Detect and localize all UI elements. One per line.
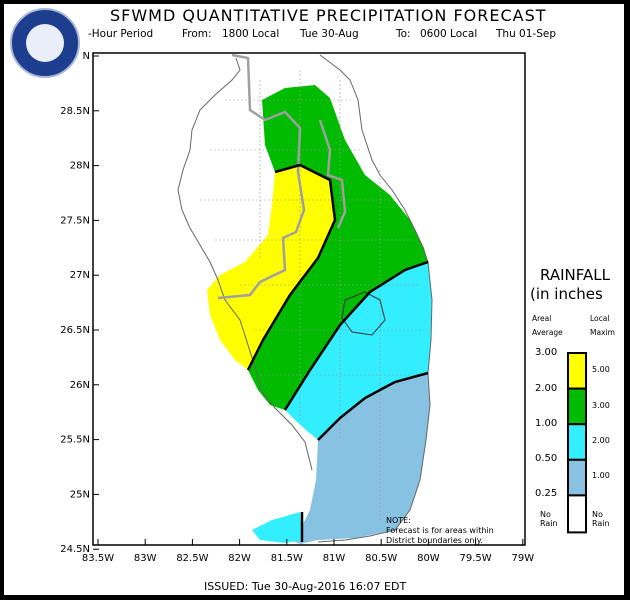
legend-local-value: 1.00 [592,471,610,480]
to-label: To: [396,28,411,40]
legend-swatch [567,458,587,497]
longitude-label: 80W [417,553,440,564]
legend-subtitle: (in inches [530,285,603,303]
seal-map-icon [26,24,64,62]
latitude-label: 26N [70,380,90,391]
legend-swatch [567,494,587,534]
longitude-label: 80.5W [365,553,397,564]
gulf-coast-lower [217,279,313,471]
legend-local-value: 2.00 [592,436,610,445]
region-cyan-keys [252,512,302,543]
to-date: Thu 01-Sep [496,28,557,40]
latitude-label: 27.5N [60,215,90,226]
latitude-label: 27N [70,270,90,281]
legend-swatch [567,387,587,426]
legend-local-value: No Rain [592,510,610,528]
latitude-label: 28.5N [60,106,90,117]
legend-local-value: 3.00 [592,401,610,410]
legend-local-label: Local [590,314,610,323]
legend-areal-label: Areal [532,314,552,323]
county-lines [200,70,428,520]
longitude-label: 81.5W [271,553,303,564]
latitude-labels: N 28.5N 28N 27.5N 27N 26.5N 26N 25.5N 25N 24.5N [60,51,99,555]
note-title: NOTE: [386,516,411,525]
latitude-label: 26.5N [60,325,90,336]
legend-areal-value: 0.50 [535,453,558,464]
to-time: 0600 Local [420,28,478,40]
legend-swatch [567,423,587,461]
latitude-label: 25N [70,489,90,500]
sfwmd-seal-logo [10,8,80,78]
legend-areal-value: 0.25 [535,488,558,499]
map-note: NOTE: Forecast is for areas within Distr… [386,516,494,546]
longitude-label: 83W [134,553,157,564]
region-cyan [285,262,432,440]
note-line1: Forecast is for areas within [386,526,494,535]
legend-swatch [567,352,587,390]
legend-areal-value: 2.00 [535,383,558,394]
legend-average-label: Average [532,328,563,337]
longitude-label: 83.5W [82,553,114,564]
latitude-label: 28N [70,161,90,172]
longitude-label: 79.5W [460,553,492,564]
from-date: Tue 30-Aug [300,28,359,40]
legend-maximum-label: Maxim [590,328,615,337]
from-time: 1800 Local [222,28,280,40]
longitude-label: 82W [228,553,251,564]
region-blue [290,373,430,544]
district-boundary [217,53,347,300]
longitude-label: 82.5W [176,553,208,564]
longitude-label: 81W [323,553,346,564]
latitude-label: N [83,51,90,62]
forecast-contours [246,163,429,542]
legend-areal-value: 1.00 [535,418,558,429]
latitude-label: 25.5N [60,435,90,446]
legend-local-value: 5.00 [592,365,610,374]
from-label: From: [182,28,212,40]
longitude-label: 79W [511,553,534,564]
legend-areal-value: No Rain [540,510,558,528]
legend-areal-value: 3.00 [535,347,558,358]
legend-title: RAINFALL [540,266,610,284]
issued-timestamp: ISSUED: Tue 30-Aug-2016 16:07 EDT [204,580,407,593]
note-line2: District boundaries only. [386,536,483,545]
period-label: -Hour Period [88,28,154,40]
page-title: SFWMD QUANTITATIVE PRECIPITATION FORECAS… [110,6,547,25]
legend-bar [567,352,587,534]
longitude-labels: 83.5W 83W 82.5W 82W 81.5W 81W 80.5W 80W 79.5W 79W [82,539,534,564]
latitude-label: 24.5N [60,544,90,555]
